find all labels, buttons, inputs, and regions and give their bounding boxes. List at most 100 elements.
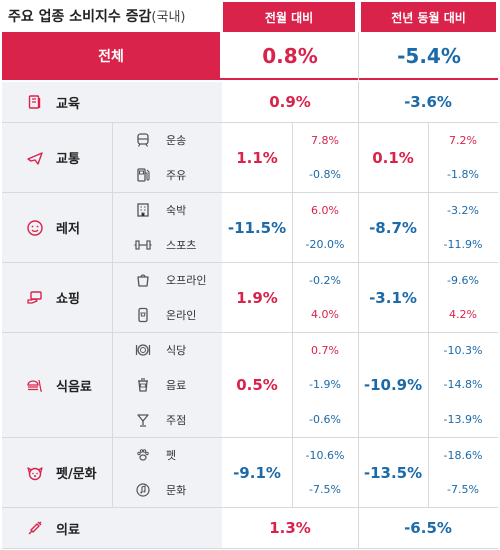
category-name: 식음료 [56, 379, 92, 395]
subcategory-name: 주유 [166, 168, 187, 182]
subcategory-mom-value: 6.0% [311, 203, 339, 217]
mom-yoy-divider [358, 438, 359, 507]
mom-yoy-divider [358, 263, 359, 332]
fuel-pump-icon [134, 166, 152, 184]
category-name: 의료 [56, 522, 80, 538]
category-name: 쇼핑 [56, 292, 80, 307]
subcategory-yoy-value: 4.2% [449, 308, 477, 322]
category-yoy-value: -10.9% [363, 376, 423, 394]
mom-subvalue-divider [292, 333, 293, 437]
book-icon [26, 93, 44, 111]
category-mom-value: -11.5% [227, 218, 287, 237]
category-yoy-value: -6.5% [404, 519, 452, 537]
subcategory-mom-value: 0.7% [311, 343, 339, 357]
category-label: 교육 [2, 82, 112, 122]
cocktail-icon [134, 411, 152, 429]
mom-subvalue-divider [292, 193, 293, 262]
category-mom-value: 0.5% [236, 376, 278, 394]
subcategory-yoy-value: -13.9% [443, 413, 483, 427]
mom-yoy-divider [358, 123, 359, 192]
mom-subvalue-divider [292, 123, 293, 192]
subcategory-name: 온라인 [166, 308, 197, 322]
page-title: 주요 업종 소비지수 증감(국내) [8, 6, 186, 26]
subcategory-yoy-value: -3.2% [447, 203, 479, 217]
mom-subvalue-divider [292, 438, 293, 507]
subcategory-mom-value: -7.5% [309, 483, 341, 497]
subcategory-yoy-value: -10.3% [443, 343, 483, 357]
subcategory-mom-value: -0.2% [309, 273, 341, 287]
row-separator [2, 332, 498, 333]
category-subitem-divider [112, 123, 113, 192]
category-name: 펫/문화 [56, 467, 97, 482]
phone-shop-icon [134, 306, 152, 324]
subcategory-yoy-value: 7.2% [449, 133, 477, 147]
total-yoy-value: -5.4% [397, 44, 461, 68]
subcategory-name: 오프라인 [166, 274, 207, 288]
mom-yoy-divider [358, 193, 359, 262]
row-separator [2, 262, 498, 263]
subcategory-mom-value: 4.0% [311, 308, 339, 322]
subcategory-mom-value: 7.8% [311, 133, 339, 147]
yoy-subvalue-divider [428, 438, 429, 507]
shopping-bag-icon [134, 271, 152, 289]
category-mom-value: 1.3% [269, 519, 311, 537]
plate-icon [134, 341, 152, 359]
category-subitem-divider [112, 333, 113, 437]
subcategory-mom-value: -10.6% [305, 448, 345, 462]
row-separator [2, 437, 498, 438]
subcategory-label: 숙박 [120, 193, 220, 228]
category-name: 교통 [56, 152, 80, 167]
subcategory-yoy-value: -18.6% [443, 448, 483, 462]
subcategory-name: 숙박 [166, 204, 187, 218]
subcategory-name: 스포츠 [166, 238, 197, 252]
subcategory-name: 펫 [166, 449, 177, 463]
subcategory-yoy-value: -11.9% [443, 238, 483, 252]
category-subitem-divider [112, 193, 113, 262]
category-mom-value: -9.1% [233, 463, 281, 482]
subcategory-mom-value: -0.8% [309, 168, 341, 182]
row-separator [2, 507, 498, 508]
category-name: 레저 [56, 222, 80, 237]
title-text: 주요 업종 소비지수 증감 [8, 9, 152, 25]
category-mom-value: 0.9% [269, 93, 311, 111]
burger-drink-icon [26, 376, 44, 394]
mom-yoy-divider [358, 508, 359, 548]
category-mom-value: 1.1% [236, 148, 278, 167]
header-yoy: 전년 동월 대비 [361, 2, 496, 32]
subcategory-mom-value: -20.0% [305, 238, 345, 252]
subcategory-name: 식당 [166, 344, 187, 358]
total-mom-value: 0.8% [262, 44, 318, 68]
subcategory-label: 온라인 [120, 298, 220, 333]
mom-yoy-divider [358, 333, 359, 437]
train-icon [134, 131, 152, 149]
subcategory-name: 주점 [166, 413, 187, 427]
syringe-icon [26, 519, 44, 537]
airplane-icon [26, 149, 44, 167]
category-yoy-value: -13.5% [363, 463, 423, 482]
subcategory-label: 펫 [120, 438, 220, 473]
subcategory-label: 음료 [120, 368, 220, 403]
subcategory-name: 음료 [166, 378, 187, 392]
subcategory-label: 문화 [120, 473, 220, 508]
subcategory-yoy-value: -14.8% [443, 378, 483, 392]
music-icon [134, 481, 152, 499]
category-label: 쇼핑 [2, 263, 112, 332]
category-label: 식음료 [2, 333, 112, 437]
yoy-subvalue-divider [428, 193, 429, 262]
category-yoy-value: -3.1% [369, 288, 417, 307]
subcategory-mom-value: -0.6% [309, 413, 341, 427]
row-separator [2, 122, 498, 123]
card-hand-icon [26, 289, 44, 307]
category-yoy-value: 0.1% [372, 148, 414, 167]
category-subitem-divider [112, 263, 113, 332]
subcategory-name: 문화 [166, 483, 187, 497]
yoy-subvalue-divider [428, 333, 429, 437]
yoy-subvalue-divider [428, 263, 429, 332]
category-yoy-value: -8.7% [369, 218, 417, 237]
category-name: 교육 [56, 96, 80, 112]
category-subitem-divider [112, 438, 113, 507]
category-label: 교통 [2, 123, 112, 192]
header-mom: 전월 대비 [223, 2, 355, 32]
smile-icon [26, 219, 44, 237]
mom-yoy-divider [358, 82, 359, 122]
